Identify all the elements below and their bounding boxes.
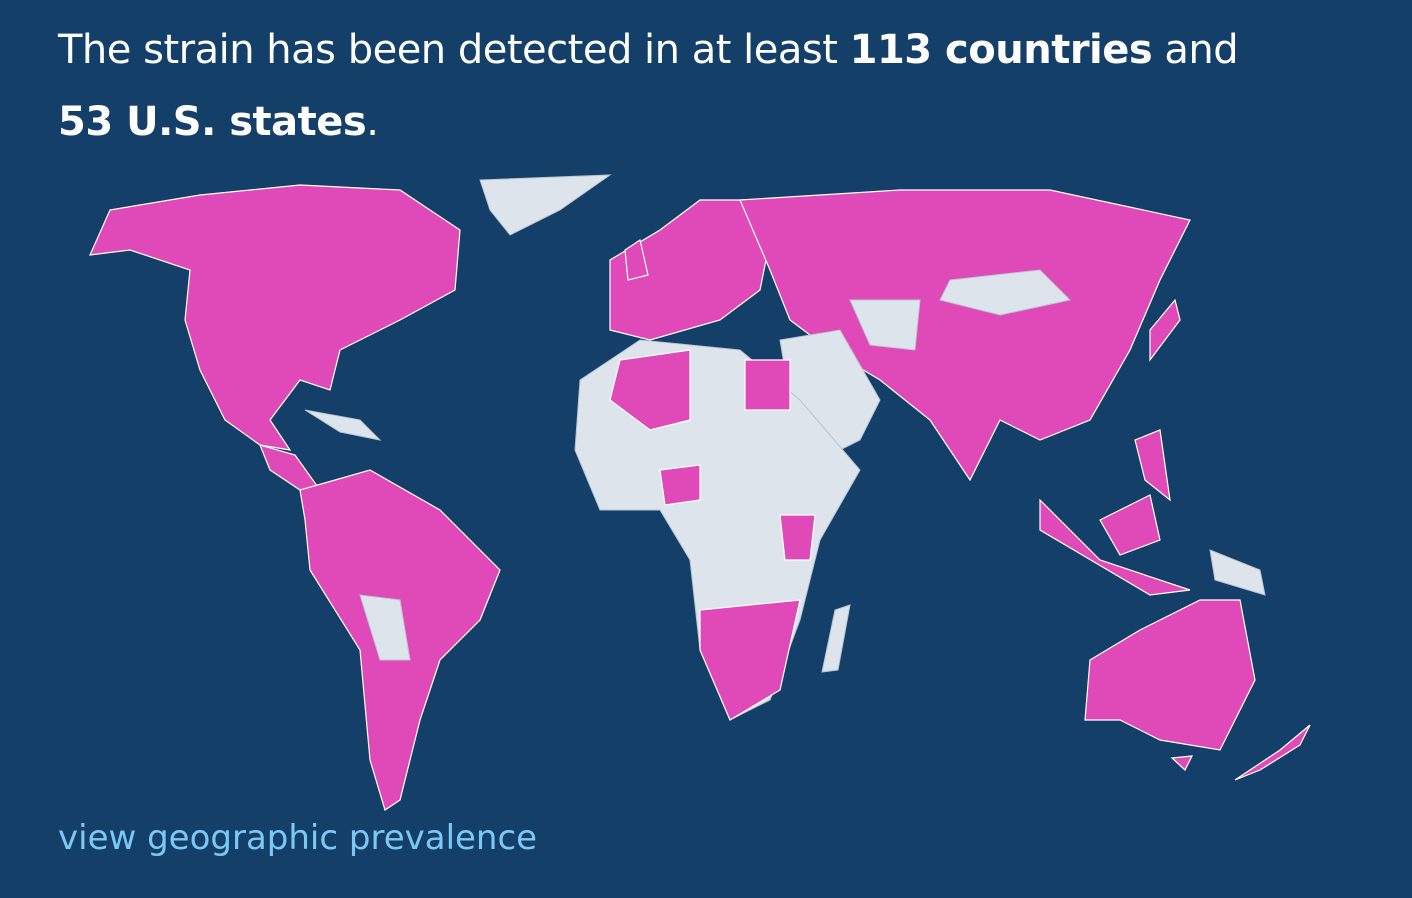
japan [1149, 298, 1181, 362]
headline-end: . [366, 99, 379, 145]
nigeria [659, 464, 701, 506]
philippines [1134, 429, 1171, 502]
south-america-undetected [359, 594, 411, 661]
headline-lead: The strain has been detected in at least [58, 27, 838, 73]
kenya [779, 514, 816, 561]
headline-states: 53 U.S. states [58, 99, 367, 145]
world-map [89, 174, 1311, 811]
madagascar [821, 604, 851, 673]
north-america [89, 184, 461, 451]
australia [1084, 599, 1256, 751]
tasmania [1170, 755, 1194, 771]
central-america [258, 444, 322, 491]
southeast-asia [1039, 498, 1191, 596]
borneo [1099, 494, 1161, 556]
southern-africa [699, 599, 801, 721]
new-guinea [1209, 549, 1266, 596]
prevalence-link[interactable]: view geographic prevalence [58, 818, 538, 858]
caribbean [304, 409, 382, 441]
headline: The strain has been detected in at least… [58, 14, 1378, 158]
mongolia [939, 269, 1072, 316]
uk [624, 239, 649, 281]
new-zealand [1234, 724, 1311, 781]
europe [609, 199, 771, 341]
headline-joiner: and [1164, 27, 1239, 73]
headline-countries: 113 countries [849, 27, 1153, 73]
north-africa [609, 349, 691, 431]
greenland [479, 174, 612, 236]
central-asia [849, 299, 921, 351]
egypt [744, 359, 791, 411]
